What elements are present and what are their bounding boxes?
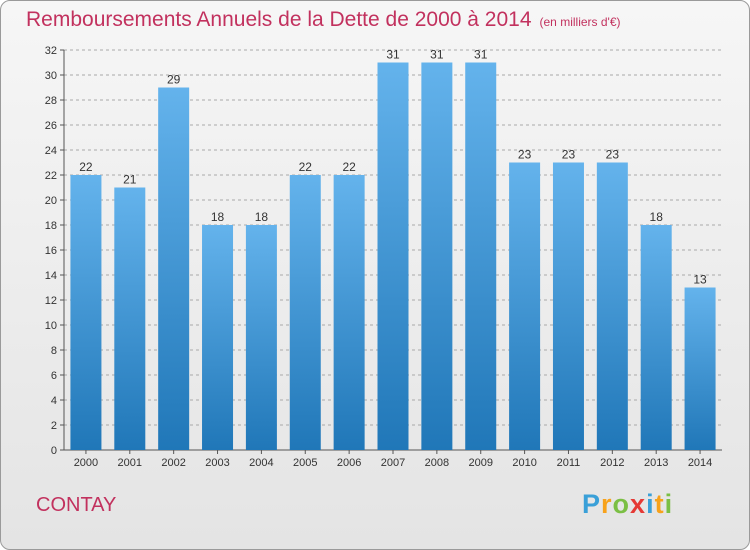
bar: [640, 225, 672, 450]
bar: [289, 175, 321, 450]
bar: [552, 162, 584, 450]
x-tick-label: 2010: [512, 457, 536, 469]
bar-value-label: 22: [79, 160, 93, 174]
x-tick-label: 2009: [468, 457, 492, 469]
logo-letter: i: [646, 489, 655, 519]
bar-value-label: 21: [123, 173, 137, 187]
bar: [509, 162, 541, 450]
y-tick-label: 22: [45, 170, 57, 182]
y-tick-label: 28: [45, 95, 57, 107]
bar: [684, 287, 716, 450]
chart-title: Remboursements Annuels de la Dette de 20…: [26, 8, 621, 32]
bar: [202, 225, 234, 450]
y-tick-label: 30: [45, 70, 57, 82]
y-tick-label: 14: [45, 270, 57, 282]
bar-value-label: 31: [474, 48, 488, 62]
y-tick-label: 6: [51, 370, 57, 382]
y-tick-label: 12: [45, 295, 57, 307]
bar: [596, 162, 628, 450]
x-tick-label: 2002: [161, 457, 185, 469]
x-tick-label: 2014: [688, 457, 712, 469]
bar: [158, 87, 190, 450]
bar-value-label: 22: [342, 160, 356, 174]
x-tick-label: 2000: [74, 457, 98, 469]
proxiti-logo: Proxiti: [582, 489, 673, 520]
x-tick-label: 2013: [644, 457, 668, 469]
bar-value-label: 13: [693, 273, 707, 287]
y-tick-label: 32: [45, 45, 57, 57]
chart-unit-label: (en milliers d'€): [539, 15, 621, 29]
bar: [333, 175, 365, 450]
x-tick-label: 2001: [118, 457, 142, 469]
x-tick-label: 2005: [293, 457, 317, 469]
bar-value-label: 18: [255, 210, 269, 224]
x-tick-label: 2012: [600, 457, 624, 469]
bar-value-label: 23: [606, 148, 620, 162]
x-tick-label: 2011: [557, 457, 581, 469]
bar: [421, 62, 453, 450]
bar: [114, 187, 146, 450]
bar: [377, 62, 409, 450]
bar-value-label: 31: [386, 48, 400, 62]
y-tick-label: 2: [51, 420, 57, 432]
x-tick-label: 2003: [205, 457, 229, 469]
location-label: CONTAY: [36, 494, 117, 516]
y-tick-label: 16: [45, 245, 57, 257]
y-tick-label: 24: [45, 145, 57, 157]
bar-value-label: 23: [518, 148, 532, 162]
x-tick-label: 2007: [381, 457, 405, 469]
bar: [70, 175, 102, 450]
y-tick-label: 18: [45, 220, 57, 232]
logo-letter: x: [630, 489, 647, 519]
y-tick-label: 26: [45, 120, 57, 132]
logo-letter: r: [601, 489, 613, 519]
logo-letter: i: [664, 489, 674, 519]
y-tick-label: 4: [51, 395, 57, 407]
bar: [245, 225, 277, 450]
chart-title-text: Remboursements Annuels de la Dette de 20…: [26, 8, 532, 31]
y-tick-label: 20: [45, 195, 57, 207]
logo-letter: P: [582, 489, 602, 519]
y-tick-label: 0: [51, 445, 57, 457]
bar-value-label: 23: [562, 148, 576, 162]
bar-value-label: 18: [650, 210, 664, 224]
x-tick-label: 2006: [337, 457, 361, 469]
x-tick-label: 2008: [425, 457, 449, 469]
bar: [465, 62, 497, 450]
y-tick-label: 10: [45, 320, 57, 332]
bar-value-label: 22: [299, 160, 313, 174]
bar-value-label: 18: [211, 210, 225, 224]
x-tick-label: 2004: [249, 457, 273, 469]
logo-letter: t: [654, 489, 665, 519]
bar-value-label: 31: [430, 48, 444, 62]
bar-value-label: 29: [167, 73, 181, 87]
y-tick-label: 8: [51, 345, 57, 357]
logo-letter: o: [612, 489, 631, 519]
